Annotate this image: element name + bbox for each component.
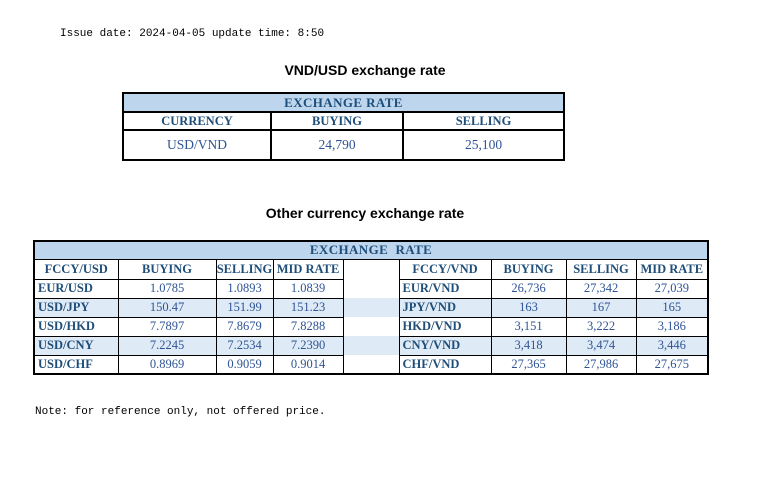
rate-value-cell: 7.8288 [272, 316, 344, 337]
rate-value-cell: 151.23 [272, 297, 344, 318]
currency-pair-cell: USD/CHF [33, 354, 119, 375]
column-header-buying-usd: BUYING [117, 258, 217, 280]
spacer-column-cell [342, 355, 400, 374]
rate-value-cell: 0.9059 [215, 354, 274, 375]
column-header-currency: CURRENCY [122, 111, 272, 131]
rate-value-cell: 3,474 [565, 335, 637, 356]
rate-value-cell: 7.2534 [215, 335, 274, 356]
other-currency-exchange-rate-table: EXCHANGE RATE FCCY/USD BUYING SELLING MI… [33, 240, 710, 375]
table-header-row: EXCHANGE RATE [33, 240, 709, 260]
spacer-column-cell [342, 259, 400, 279]
column-header-row: FCCY/USD BUYING SELLING MID RATE FCCY/VN… [33, 258, 709, 280]
currency-pair-cell: HKD/VND [398, 316, 492, 337]
table-row: EUR/USD 1.0785 1.0893 1.0839 EUR/VND 26,736 27… [33, 278, 709, 299]
table-row: USD/CHF 0.8969 0.9059 0.9014 CHF/VND 27,365 27… [33, 354, 709, 375]
rate-value-cell: 163 [490, 297, 567, 318]
rate-value-cell: 150.47 [117, 297, 217, 318]
column-header-row: CURRENCY BUYING SELLING [122, 111, 566, 131]
currency-pair-cell: EUR/USD [33, 278, 119, 299]
rate-value-cell: 7.2245 [117, 335, 217, 356]
spacer-column-cell [342, 279, 400, 298]
rate-value-cell: 3,222 [565, 316, 637, 337]
rate-value-cell: 167 [565, 297, 637, 318]
column-header-midrate-vnd: MID RATE [635, 258, 709, 280]
rate-value-cell: 3,418 [490, 335, 567, 356]
usd-vnd-table-title: VND/USD exchange rate [284, 62, 446, 78]
column-header-fccy-vnd: FCCY/VND [398, 258, 492, 280]
rate-value-cell: 3,151 [490, 316, 567, 337]
spacer-column-cell [342, 298, 400, 317]
usd-vnd-exchange-rate-table: EXCHANGE RATE CURRENCY BUYING SELLING US… [121, 92, 566, 161]
currency-pair-cell: USD/VND [122, 129, 272, 161]
currency-pair-cell: CHF/VND [398, 354, 492, 375]
selling-rate-cell: 25,100 [401, 129, 566, 161]
column-header-fccy-usd: FCCY/USD [33, 258, 119, 280]
rate-value-cell: 1.0785 [117, 278, 217, 299]
table-row: USD/VND 24,790 25,100 [122, 129, 566, 161]
column-header-selling-usd: SELLING [215, 258, 274, 280]
currency-pair-cell: USD/CNY [33, 335, 119, 356]
column-header-selling: SELLING [401, 111, 566, 131]
rate-value-cell: 3,446 [635, 335, 709, 356]
other-currency-table-title: Other currency exchange rate [265, 205, 465, 221]
currency-pair-cell: JPY/VND [398, 297, 492, 318]
rate-value-cell: 0.9014 [272, 354, 344, 375]
rate-value-cell: 165 [635, 297, 709, 318]
rate-value-cell: 7.2390 [272, 335, 344, 356]
currency-pair-cell: USD/HKD [33, 316, 119, 337]
rate-value-cell: 27,675 [635, 354, 709, 375]
column-header-selling-vnd: SELLING [565, 258, 637, 280]
spacer-column-cell [342, 317, 400, 336]
spacer-column-cell [342, 336, 400, 355]
rate-value-cell: 1.0839 [272, 278, 344, 299]
rate-value-cell: 0.8969 [117, 354, 217, 375]
table-title-cell: EXCHANGE RATE [33, 240, 709, 260]
table-header-row: EXCHANGE RATE [121, 92, 566, 113]
table-title-cell: EXCHANGE RATE [121, 92, 566, 113]
note-line: Note: for reference only, not offered pr… [35, 406, 326, 418]
rate-value-cell: 27,039 [635, 278, 709, 299]
rate-value-cell: 27,342 [565, 278, 637, 299]
currency-pair-cell: EUR/VND [398, 278, 492, 299]
column-header-midrate-usd: MID RATE [272, 258, 344, 280]
rate-value-cell: 7.8679 [215, 316, 274, 337]
table-row: USD/JPY 150.47 151.99 151.23 JPY/VND 163 167 16… [33, 297, 709, 318]
table-row: USD/CNY 7.2245 7.2534 7.2390 CNY/VND 3,418 3,4… [33, 335, 709, 356]
currency-pair-cell: CNY/VND [398, 335, 492, 356]
issue-date-line: Issue date: 2024-04-05 update time: 8:50 [60, 28, 325, 40]
table-row: USD/HKD 7.7897 7.8679 7.8288 HKD/VND 3,151 3,2… [33, 316, 709, 337]
column-header-buying: BUYING [270, 111, 404, 131]
buying-rate-cell: 24,790 [270, 129, 404, 161]
column-header-buying-vnd: BUYING [490, 258, 567, 280]
rate-value-cell: 1.0893 [215, 278, 274, 299]
rate-value-cell: 27,986 [565, 354, 637, 375]
rate-value-cell: 27,365 [490, 354, 567, 375]
rate-value-cell: 3,186 [635, 316, 709, 337]
rate-value-cell: 26,736 [490, 278, 567, 299]
rate-value-cell: 7.7897 [117, 316, 217, 337]
currency-pair-cell: USD/JPY [33, 297, 119, 318]
rate-value-cell: 151.99 [215, 297, 274, 318]
